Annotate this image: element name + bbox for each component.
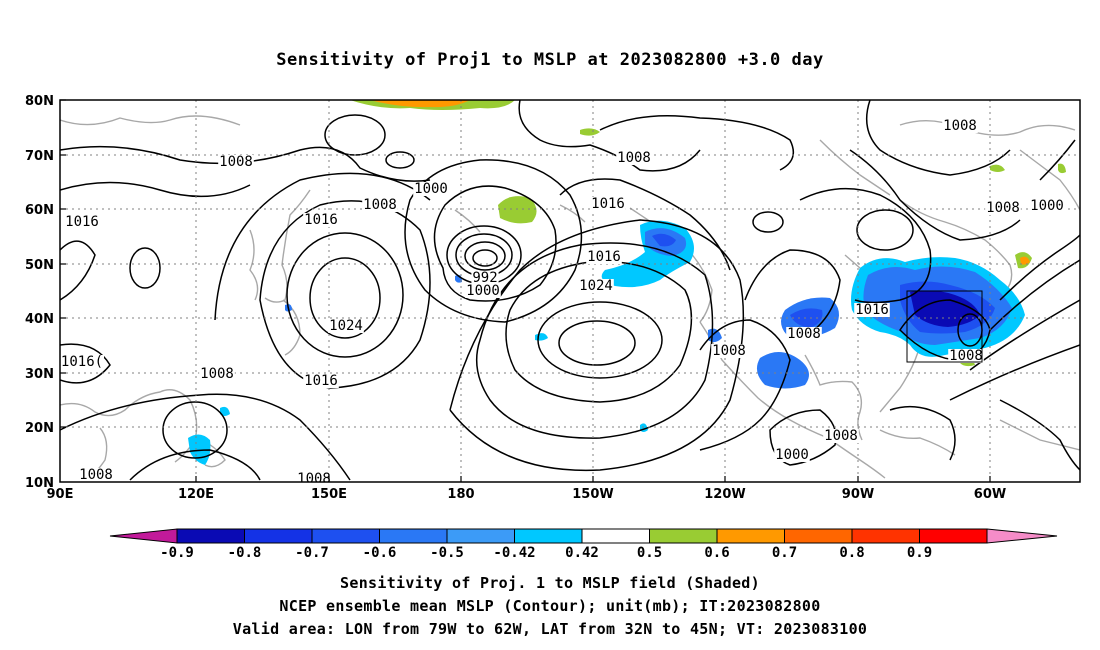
- colorbar-label: 0.7: [772, 545, 797, 561]
- contour-label: 1000: [775, 447, 809, 463]
- colorbar-swatch: [379, 528, 448, 544]
- contour-label: 1000: [414, 181, 448, 197]
- lat-label: 40N: [25, 312, 54, 327]
- colorbar-high-end: [986, 528, 1058, 544]
- lon-label: 60W: [974, 487, 1006, 502]
- contour-label: 1008: [787, 326, 821, 342]
- colorbar-label: -0.7: [295, 545, 329, 561]
- colorbar-swatch: [851, 528, 920, 544]
- colorbar-swatch: [514, 528, 583, 544]
- contour-label: 1008: [200, 366, 234, 382]
- contour-label: 1008: [986, 200, 1020, 216]
- colorbar-label: 0.5: [637, 545, 662, 561]
- colorbar-swatch: [784, 528, 853, 544]
- contour-label: 1016: [304, 373, 338, 389]
- contour-label: 1008: [79, 467, 113, 483]
- colorbar-label: 0.6: [704, 545, 729, 561]
- colorbar-swatch: [244, 528, 313, 544]
- contour-label: 992: [472, 270, 497, 286]
- colorbar-label: -0.9: [160, 545, 194, 561]
- lat-label: 70N: [25, 149, 54, 164]
- contour-label: 1016: [587, 249, 621, 265]
- contour-label: 1008: [297, 471, 331, 487]
- caption-line-3: Valid area: LON from 79W to 62W, LAT fro…: [232, 620, 868, 638]
- lat-label: 80N: [25, 94, 54, 109]
- map-title: Sensitivity of Proj1 to MSLP at 20230828…: [276, 50, 824, 70]
- contour-label: 1008: [712, 343, 746, 359]
- colorbar: [109, 528, 1058, 544]
- lon-label: 90W: [842, 487, 874, 502]
- colorbar-low-end: [109, 528, 178, 544]
- coastlines: [60, 115, 1080, 481]
- contour-label: 1008: [943, 118, 977, 134]
- lon-label: 90E: [47, 487, 74, 502]
- contour-label: 1008: [824, 428, 858, 444]
- lat-label: 60N: [25, 203, 54, 218]
- colorbar-label: 0.8: [839, 545, 864, 561]
- colorbar-swatch: [581, 528, 650, 544]
- contour-label: 1008: [219, 154, 253, 170]
- contour-label: 1024: [579, 278, 613, 294]
- contour-labels: 1008 1000 1008 1016 1016 1024 1016( 1008 1016 100…: [60, 118, 1065, 487]
- contour-label: 1016: [855, 302, 889, 318]
- colorbar-label: 0.9: [907, 545, 932, 561]
- caption-line-2: NCEP ensemble mean MSLP (Contour); unit(…: [279, 597, 821, 615]
- lat-label: 50N: [25, 258, 54, 273]
- colorbar-swatch: [446, 528, 515, 544]
- contour-label: 1008: [617, 150, 651, 166]
- lat-label: 10N: [25, 476, 54, 491]
- contour-label: 1008: [949, 348, 983, 364]
- lat-label: 30N: [25, 367, 54, 382]
- longitude-labels: 90E 120E 150E 180 150W 120W 90W 60W: [47, 487, 1007, 502]
- contour-label: 1008: [363, 197, 397, 213]
- caption-line-1: Sensitivity of Proj. 1 to MSLP field (Sh…: [340, 574, 760, 592]
- lon-label: 120W: [704, 487, 745, 502]
- mslp-contours: [60, 100, 1080, 481]
- lon-label: 180: [447, 487, 474, 502]
- colorbar-label: -0.42: [493, 545, 535, 561]
- colorbar-label: -0.5: [430, 545, 464, 561]
- colorbar-swatch: [176, 528, 245, 544]
- colorbar-swatch: [716, 528, 785, 544]
- contour-label: 1000: [1030, 198, 1064, 214]
- contour-label: 1016: [304, 212, 338, 228]
- contour-label: 1000: [466, 283, 500, 299]
- lon-label: 120E: [178, 487, 214, 502]
- colorbar-label: -0.8: [228, 545, 262, 561]
- contour-label: 1016: [65, 214, 99, 230]
- colorbar-labels: -0.9 -0.8 -0.7 -0.6 -0.5 -0.42 0.42 0.5 0.6 0.7 0.…: [160, 545, 932, 561]
- colorbar-swatch: [919, 528, 988, 544]
- lat-label: 20N: [25, 421, 54, 436]
- lon-label: 150W: [572, 487, 613, 502]
- colorbar-label: -0.6: [363, 545, 397, 561]
- lon-label: 150E: [311, 487, 347, 502]
- contour-label: 1024: [329, 318, 363, 334]
- latitude-labels: 80N 70N 60N 50N 40N 30N 20N 10N: [25, 94, 54, 491]
- contour-label: 1016: [591, 196, 625, 212]
- axis-ticks: [60, 99, 991, 482]
- contour-label: 1016(: [61, 354, 103, 370]
- map-frame: [59, 99, 1081, 483]
- colorbar-label: 0.42: [565, 545, 599, 561]
- valid-area-box: [906, 290, 983, 363]
- colorbar-swatch: [311, 528, 380, 544]
- colorbar-swatch: [649, 528, 718, 544]
